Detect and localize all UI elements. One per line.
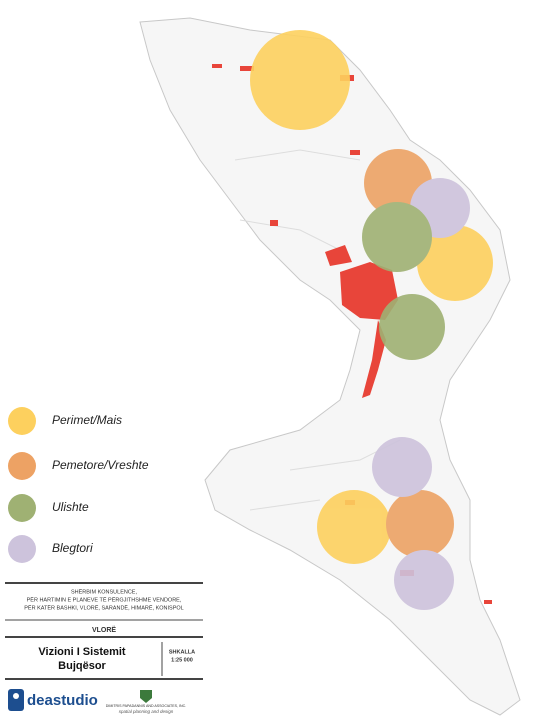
crop-area xyxy=(250,30,350,130)
legend-label: Perimet/Mais xyxy=(52,413,122,427)
legend-swatch xyxy=(8,407,36,435)
legend-swatch xyxy=(8,494,36,522)
legend-label: Pemetore/Vreshte xyxy=(52,458,149,472)
place: VLORË xyxy=(92,626,116,634)
logo-icon xyxy=(13,693,19,699)
partner-name: DIMITRIS PAPADANNIS AND ASSOCIATES, INC. xyxy=(106,704,186,708)
map-title: Bujqësor xyxy=(58,660,106,672)
logos: deastudio DIMITRIS PAPADANNIS AND ASSOCI… xyxy=(8,689,186,714)
caption: PËR HARTIMIN E PLANEVE TË PËRGJITHSHME V… xyxy=(27,596,182,603)
legend: Perimet/Mais Pemetore/Vreshte Ulishte Blegt… xyxy=(8,407,149,563)
legend-swatch xyxy=(8,452,36,480)
studio-logo: deastudio xyxy=(27,692,98,709)
legend-label: Ulishte xyxy=(52,500,89,514)
title-block: SHËRBIM KONSULENCE, PËR HARTIMIN E PLANE… xyxy=(5,582,203,680)
caption: SHËRBIM KONSULENCE, xyxy=(71,588,137,595)
crop-area xyxy=(386,490,454,558)
land xyxy=(139,17,521,716)
crop-area xyxy=(417,225,493,301)
crop-area xyxy=(379,294,445,360)
partner-tagline: spatial planning and design xyxy=(119,709,174,714)
legend-swatch xyxy=(8,535,36,563)
crop-area xyxy=(394,550,454,610)
scale-label: SHKALLA xyxy=(169,649,195,655)
map-title: Vizioni I Sistemit xyxy=(38,646,126,658)
map-circles xyxy=(250,30,493,610)
crop-area xyxy=(362,202,432,272)
logo-icon xyxy=(8,689,24,711)
partner-icon xyxy=(140,690,152,703)
scale: 1:25 000 xyxy=(171,657,193,663)
legend-label: Blegtori xyxy=(52,541,93,555)
crop-area xyxy=(317,490,391,564)
crop-area xyxy=(372,437,432,497)
caption: PËR KATËR BASHKI, VLORË, SARANDË, HIMARË… xyxy=(24,604,183,611)
